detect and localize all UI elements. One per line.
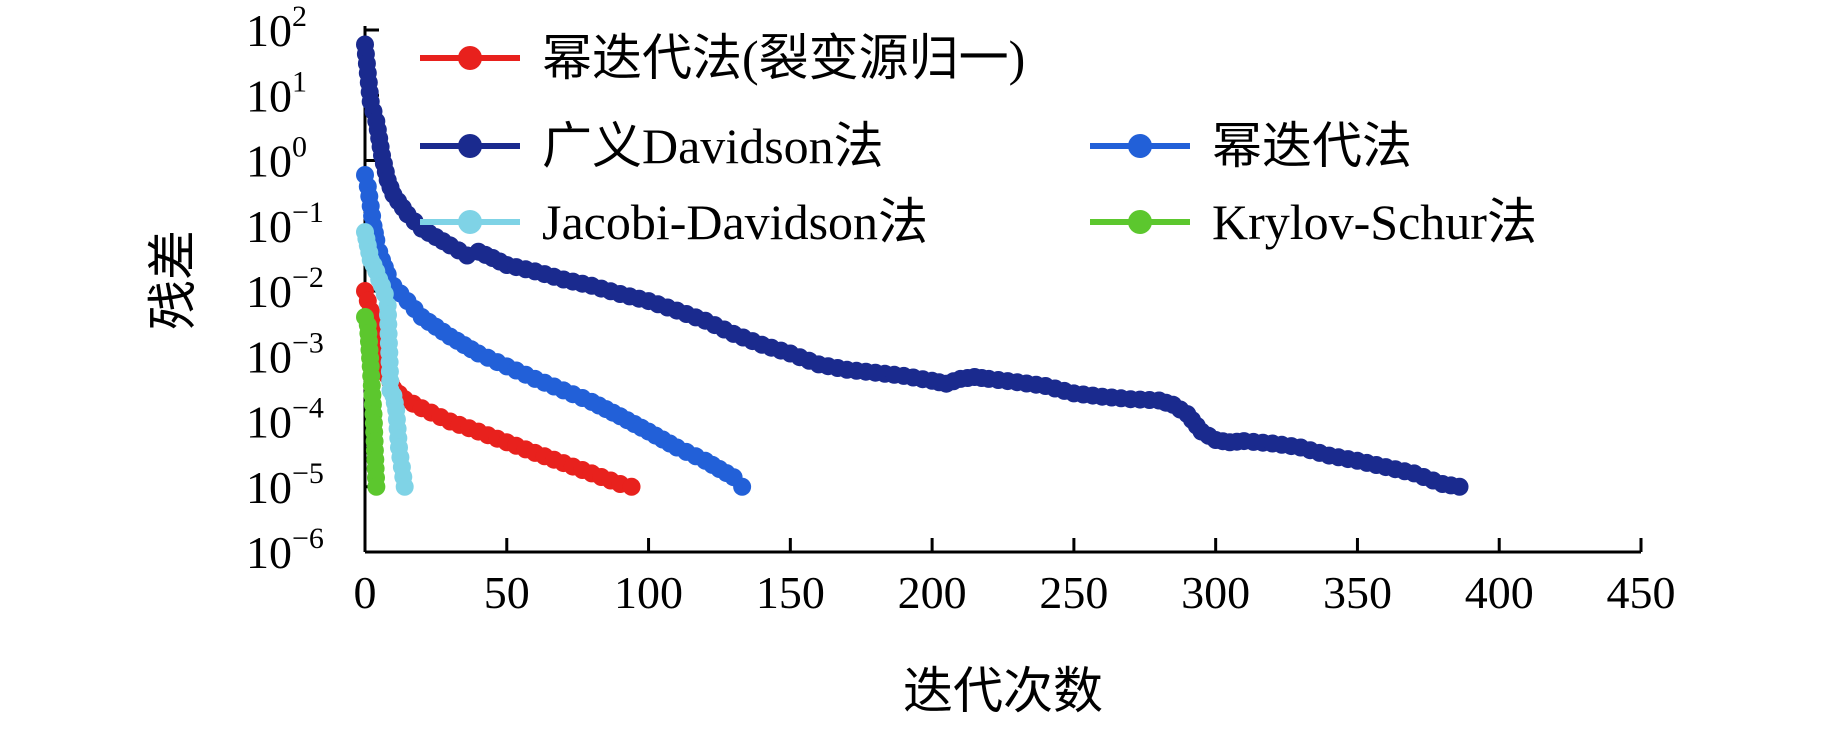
x-tick-label: 150 [756, 567, 825, 618]
y-tick-label: 10−2 [246, 261, 324, 317]
series-1 [356, 35, 1469, 496]
legend-label: Krylov-Schur法 [1212, 194, 1537, 250]
legend-swatch-marker [458, 210, 482, 234]
series-point [622, 477, 641, 496]
legend-entry: 幂迭代法(裂变源归一) [420, 30, 1025, 86]
series-point [1450, 477, 1469, 496]
series-4 [356, 308, 386, 496]
y-tick-label: 10−5 [246, 457, 324, 513]
x-tick-label: 350 [1323, 567, 1392, 618]
series-3 [356, 223, 414, 496]
legend-label: Jacobi-Davidson法 [542, 194, 928, 250]
legend-label: 幂迭代法 [1212, 118, 1412, 174]
legend-swatch-marker [1128, 210, 1152, 234]
legend-swatch-marker [1128, 134, 1152, 158]
x-tick-label: 100 [614, 567, 683, 618]
y-tick-label: 10−1 [246, 196, 324, 252]
y-tick-label: 101 [246, 65, 307, 121]
y-tick-label: 102 [246, 0, 307, 56]
series-layer [356, 35, 1469, 496]
x-tick-label: 0 [354, 567, 377, 618]
x-tick-label: 50 [484, 567, 530, 618]
legend-swatch-marker [458, 46, 482, 70]
x-tick-label: 300 [1181, 567, 1250, 618]
y-axis-title: 残差 [144, 230, 202, 330]
series-point [367, 477, 386, 496]
legend-entry: 幂迭代法 [1090, 118, 1412, 174]
legend-swatch-marker [458, 134, 482, 158]
x-axis-title: 迭代次数 [903, 662, 1103, 720]
legend-label: 广义Davidson法 [542, 118, 884, 174]
legend-entry: 广义Davidson法 [420, 118, 884, 174]
series-point [733, 477, 752, 496]
y-tick-label: 10−4 [246, 392, 324, 448]
y-tick-label: 100 [246, 131, 307, 187]
x-tick-label: 250 [1039, 567, 1108, 618]
series-point [395, 477, 414, 496]
legend-entry: Jacobi-Davidson法 [420, 194, 928, 250]
x-tick-label: 450 [1607, 567, 1676, 618]
legend-entry: Krylov-Schur法 [1090, 194, 1537, 250]
y-tick-label: 10−6 [246, 522, 324, 578]
legend-label: 幂迭代法(裂变源归一) [542, 30, 1025, 86]
y-tick-label: 10−3 [246, 326, 324, 382]
axes: 0 50 100 150 200 250 300 350 400 450 102 101 100 10−1… [246, 0, 1676, 618]
x-tick-label: 200 [898, 567, 967, 618]
x-tick-label: 400 [1465, 567, 1534, 618]
series-2 [356, 166, 752, 496]
legend: 幂迭代法(裂变源归一) 广义Davidson法 幂迭代法 Jacobi-Davidso… [420, 30, 1537, 250]
